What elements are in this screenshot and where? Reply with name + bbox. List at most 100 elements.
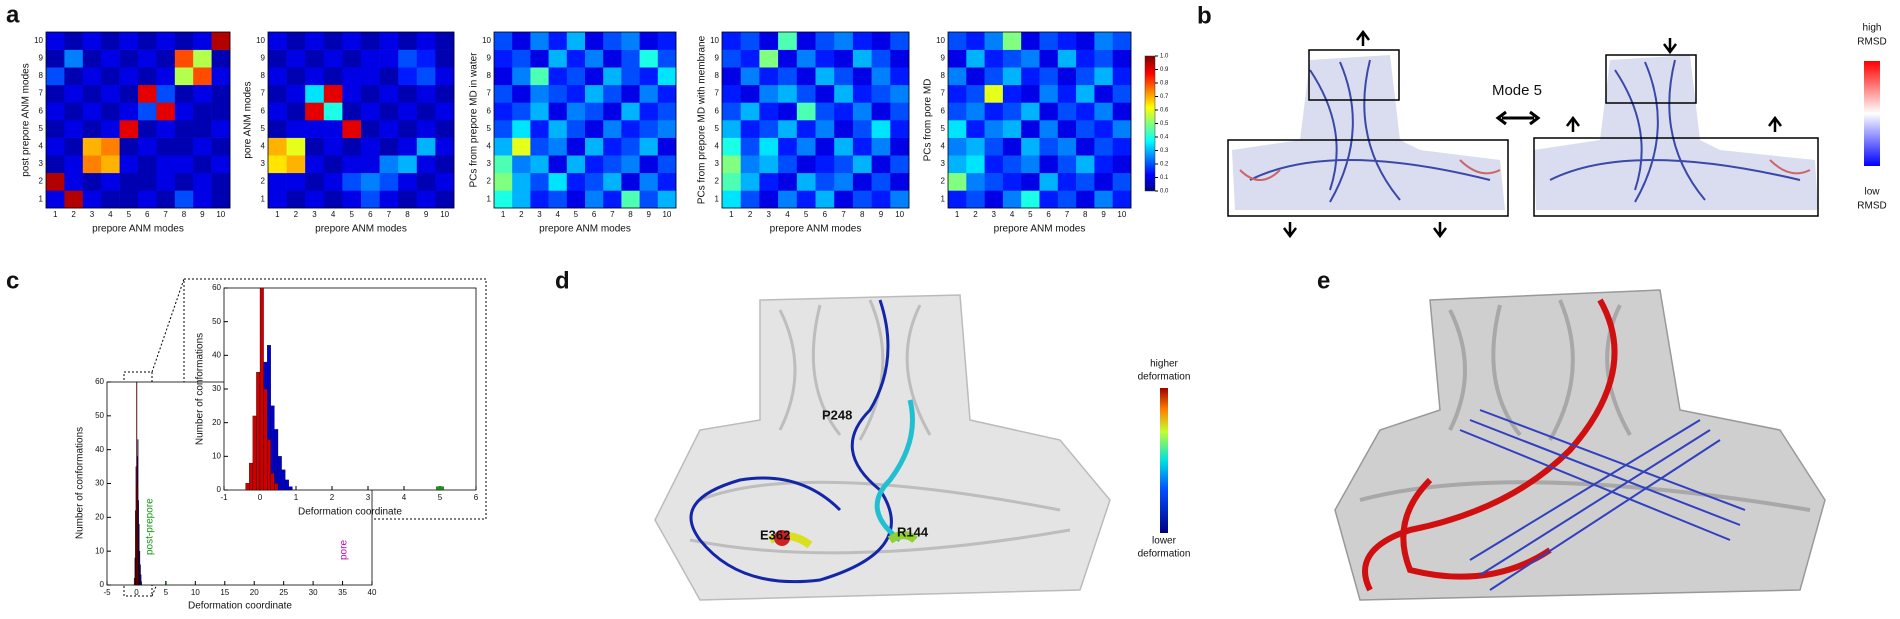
heat-cell bbox=[174, 84, 194, 103]
y-tick-label: 5 bbox=[261, 124, 266, 133]
lower-label: lower bbox=[1152, 536, 1177, 547]
y-tick-label: 6 bbox=[487, 106, 492, 115]
structure-left bbox=[1227, 29, 1509, 239]
heat-cell bbox=[530, 102, 549, 121]
heat-cell bbox=[815, 155, 835, 174]
heat-cell bbox=[1094, 155, 1113, 174]
heat-cell bbox=[778, 102, 798, 121]
heat-cell bbox=[342, 102, 362, 121]
heat-cell bbox=[361, 137, 380, 156]
heat-cell bbox=[268, 102, 287, 121]
heat-cell bbox=[1112, 120, 1132, 138]
heat-cell bbox=[984, 155, 1004, 174]
heat-cell bbox=[948, 120, 967, 138]
y-tick-label: 1 bbox=[487, 194, 492, 203]
heat-cell bbox=[984, 67, 1004, 86]
y-tick-label: 6 bbox=[39, 106, 44, 115]
histogram-bar bbox=[281, 469, 286, 491]
heat-cell bbox=[778, 155, 798, 174]
x-tick-label: 5 bbox=[438, 493, 443, 502]
y-tick-label: 8 bbox=[39, 71, 44, 80]
heat-cell bbox=[323, 84, 343, 103]
heat-cell bbox=[1112, 32, 1132, 50]
heat-cell bbox=[211, 32, 231, 50]
x-tick-label: 15 bbox=[220, 588, 229, 597]
heat-cell bbox=[740, 32, 760, 50]
x-tick-label: 4 bbox=[402, 493, 407, 502]
heat-cell bbox=[834, 32, 854, 50]
double-arrow bbox=[1495, 110, 1541, 126]
unit-label: deformation bbox=[1138, 372, 1191, 383]
heat-cell bbox=[1094, 32, 1113, 50]
heat-cell bbox=[398, 49, 418, 68]
y-axis-label: PCs from pore MD bbox=[923, 79, 934, 162]
heat-cell bbox=[948, 49, 967, 68]
y-tick-label: 1 bbox=[941, 194, 946, 203]
heat-cell bbox=[416, 120, 436, 138]
heat-cell bbox=[1021, 67, 1040, 86]
x-tick-label: 4 bbox=[331, 210, 336, 219]
unit-label: RMSD bbox=[1857, 201, 1886, 212]
heat-cell bbox=[1112, 137, 1132, 156]
histogram-bar bbox=[137, 534, 139, 586]
heat-cell bbox=[119, 155, 139, 174]
x-tick-label: 10 bbox=[191, 588, 200, 597]
heat-cell bbox=[834, 172, 854, 191]
x-tick-label: 6 bbox=[368, 210, 373, 219]
colorbar-tick-label: 0.2 bbox=[1160, 162, 1169, 168]
heat-cell bbox=[548, 84, 568, 103]
heat-cell bbox=[211, 172, 231, 191]
heat-cell bbox=[621, 67, 640, 86]
heat-cell bbox=[1057, 102, 1077, 121]
y-tick-label: 6 bbox=[941, 106, 946, 115]
heat-cell bbox=[984, 102, 1004, 121]
heat-cell bbox=[871, 32, 891, 50]
heat-cell bbox=[156, 120, 176, 138]
heat-cell bbox=[852, 32, 872, 50]
heat-cell bbox=[966, 172, 985, 191]
heat-cell bbox=[494, 155, 513, 174]
heat-cell bbox=[566, 172, 586, 191]
heat-cell bbox=[1076, 120, 1095, 138]
heat-cell bbox=[323, 155, 343, 174]
histogram-bar bbox=[270, 473, 275, 491]
y-tick-label: 60 bbox=[212, 283, 221, 292]
heat-cell bbox=[156, 137, 176, 156]
heat-cell bbox=[1076, 155, 1095, 174]
y-tick-label: 60 bbox=[95, 377, 104, 386]
y-tick-label: 10 bbox=[212, 451, 221, 460]
y-tick-label: 7 bbox=[941, 89, 946, 98]
heat-cell bbox=[815, 102, 835, 121]
heat-cell bbox=[657, 84, 677, 103]
heat-cell bbox=[1021, 172, 1040, 191]
x-tick-label: 20 bbox=[250, 588, 259, 597]
heat-cell bbox=[342, 120, 362, 138]
heat-cell bbox=[1057, 120, 1077, 138]
heat-cell bbox=[64, 102, 84, 121]
heat-cell bbox=[1021, 120, 1040, 138]
heat-cell bbox=[852, 84, 872, 103]
heat-cell bbox=[815, 67, 835, 86]
heat-cell bbox=[1039, 137, 1059, 156]
heat-cell bbox=[722, 32, 741, 50]
y-tick-label: 4 bbox=[39, 142, 44, 151]
heat-cell bbox=[603, 102, 622, 121]
heat-cell bbox=[1094, 49, 1113, 68]
heat-cell bbox=[722, 172, 741, 191]
heat-cell bbox=[639, 67, 659, 86]
heat-cell bbox=[46, 49, 65, 68]
heat-cell bbox=[834, 137, 854, 156]
heat-cell bbox=[211, 155, 231, 174]
x-tick-label: 4 bbox=[108, 210, 113, 219]
heat-cell bbox=[342, 190, 362, 209]
heat-cell bbox=[323, 120, 343, 138]
post-prepore-label: post-prepore bbox=[145, 498, 156, 555]
y-tick-label: 3 bbox=[487, 159, 492, 168]
heat-cell bbox=[193, 49, 212, 68]
x-tick-label: 2 bbox=[519, 210, 524, 219]
heat-cell bbox=[1094, 190, 1113, 209]
heat-cell bbox=[138, 49, 157, 68]
heat-cell bbox=[639, 120, 659, 138]
heat-cell bbox=[305, 155, 325, 174]
